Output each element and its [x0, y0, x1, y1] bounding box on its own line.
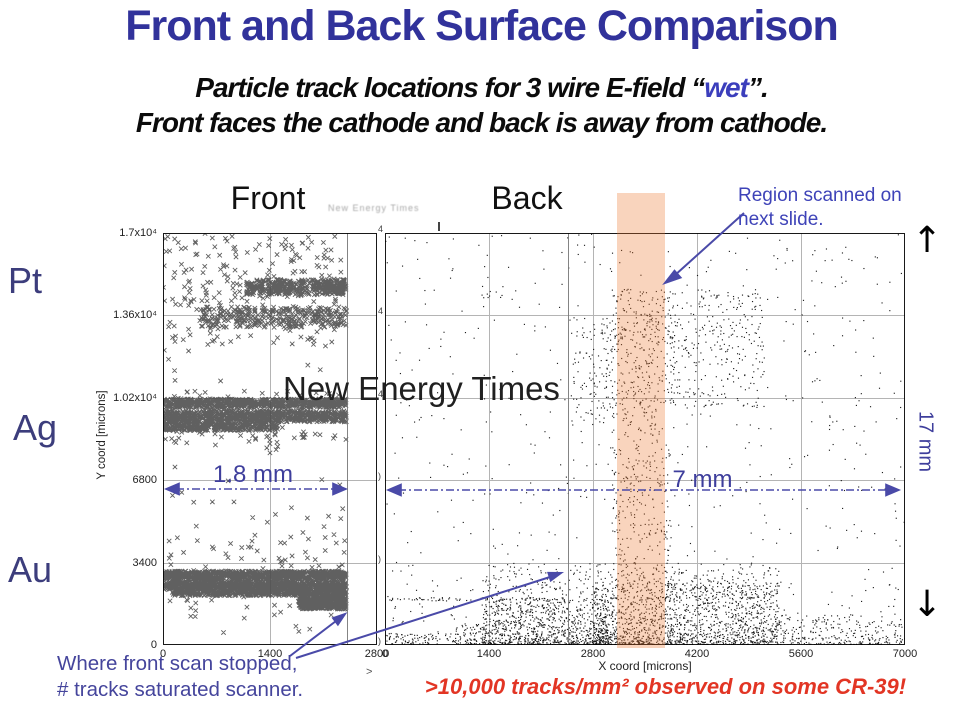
front-scan-line-2: # tracks saturated scanner. — [57, 678, 304, 701]
subtitle-line-1: Particle track locations for 3 wire E-fi… — [0, 72, 963, 104]
subtitle-suffix: ”. — [747, 72, 769, 103]
watermark-small: New Energy Times — [328, 203, 420, 213]
watermark-large: New Energy Times — [283, 370, 560, 407]
y-tick-fragment: ) — [378, 553, 381, 564]
x-axis-label: X coord [microns] — [598, 659, 692, 673]
y-tick-label: 0 — [150, 639, 157, 651]
dim-label-front: 1.8 mm — [212, 461, 293, 488]
plot-title-back: Back — [491, 180, 563, 216]
x-tick-label: 2800 — [580, 648, 606, 660]
row-label-pt: Pt — [8, 260, 43, 301]
annotation-front-scan-stopped: Where front scan stopped, # tracks satur… — [57, 651, 303, 703]
plot-title-front: Front — [230, 180, 306, 216]
subtitle-prefix: Particle track locations for 3 wire E-fi… — [195, 72, 705, 103]
down-arrow-glyph: ↓ — [912, 584, 943, 625]
x-tick-label: 4200 — [684, 648, 710, 660]
y-tick-label: 1.02x10⁴ — [113, 391, 157, 404]
y-tick-label: 3400 — [132, 556, 157, 569]
slide-title: Front and Back Surface Comparison — [125, 2, 839, 50]
region-scanned-line-2: next slide. — [738, 209, 824, 230]
dim-label-back: 7 mm — [672, 466, 733, 493]
subtitle-line-2: Front faces the cathode and back is away… — [135, 107, 828, 138]
row-label-au: Au — [8, 549, 53, 590]
y-tick-label: 6800 — [132, 474, 157, 487]
y-tick-fragment: ) — [378, 471, 381, 482]
y-tick-label: 1.36x10⁴ — [113, 309, 157, 322]
annotation-region-scanned: Region scanned on next slide. — [738, 184, 902, 232]
wet-emphasis: wet — [704, 72, 749, 103]
x-tick-label: 5600 — [788, 648, 814, 660]
x-tick-label: 7000 — [892, 648, 918, 660]
region-scanned-line-1: Region scanned on — [738, 185, 902, 206]
y-tick-fragment: 4 — [378, 388, 384, 399]
y-tick-fragment: 4 — [378, 306, 384, 317]
y-tick-label: 1.7x10⁴ — [119, 227, 157, 239]
x-tick-label: 0 — [381, 648, 389, 660]
front-plot-canvas — [163, 233, 377, 645]
footer-warning: >10,000 tracks/mm² observed on some CR-3… — [424, 674, 907, 699]
up-arrow-glyph: ↑ — [912, 220, 943, 261]
stray-tick-mark — [438, 222, 440, 231]
row-label-ag: Ag — [13, 407, 58, 448]
x-tick-label: 1400 — [257, 648, 283, 660]
y-tick-fragment: 4 — [378, 224, 384, 234]
y-tick-fragment: ) — [378, 636, 381, 646]
x-tick-label: 1400 — [476, 648, 502, 660]
front-scan-line-1: Where front scan stopped, — [57, 652, 298, 675]
highlight-band — [616, 193, 666, 648]
x-tick-label: 0 — [159, 648, 167, 660]
dim-label-vertical: 17 mm — [914, 410, 937, 473]
stray-glyph: > — [366, 666, 373, 678]
